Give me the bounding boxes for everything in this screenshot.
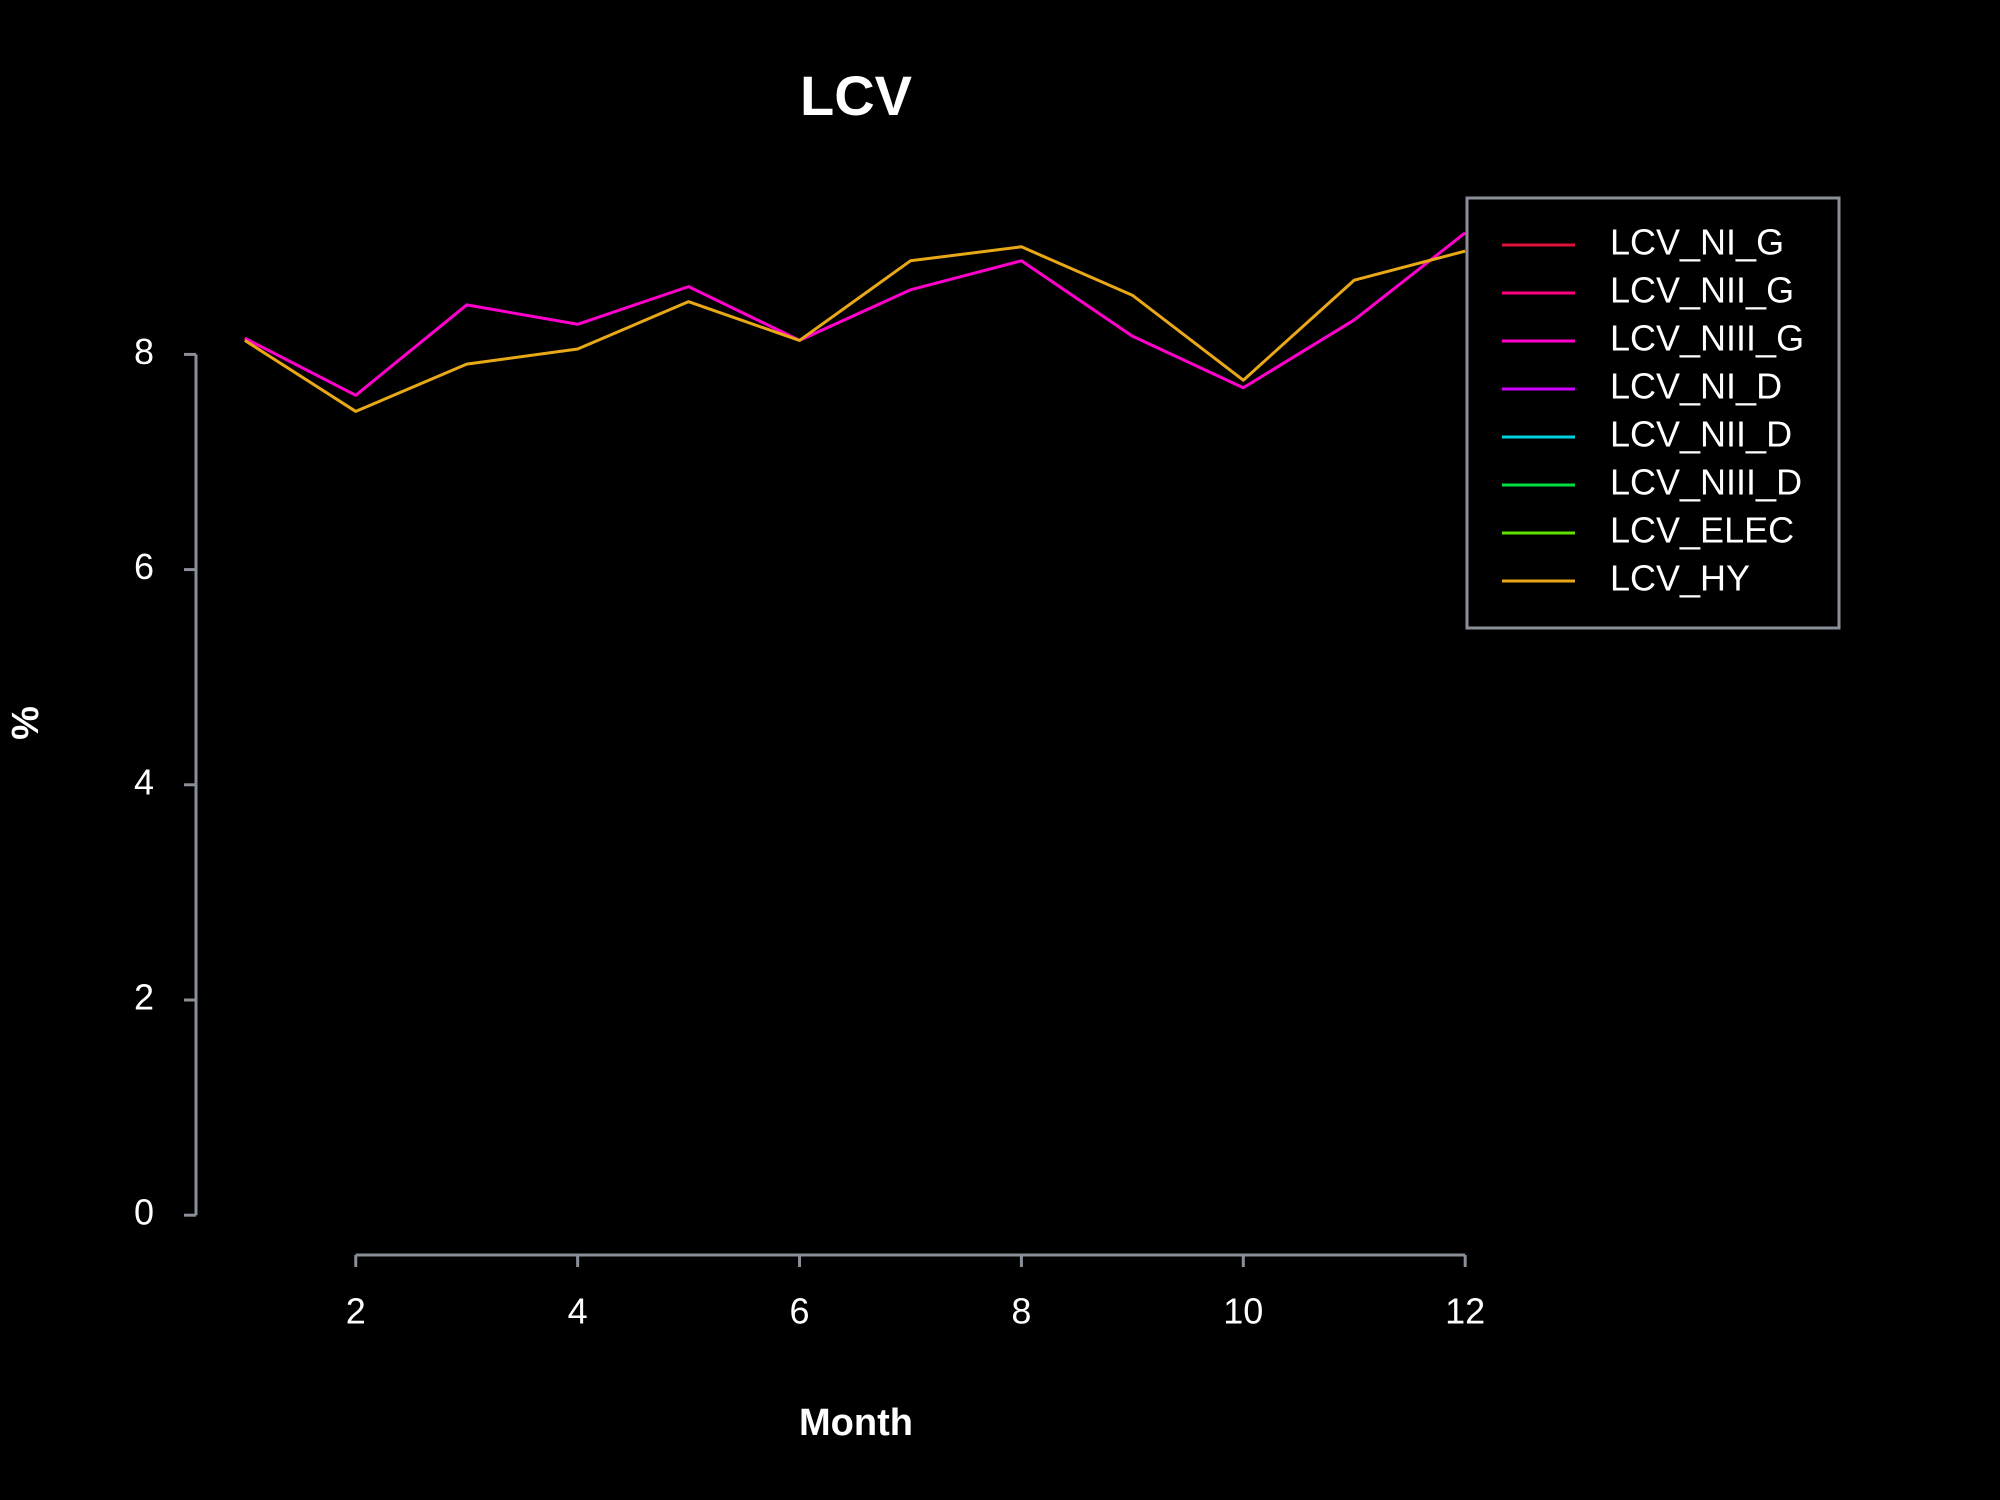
y-tick-label: 0 — [134, 1192, 154, 1233]
y-tick-label: 4 — [134, 761, 154, 802]
legend-label: LCV_NI_G — [1610, 222, 1784, 263]
legend-label: LCV_NIII_G — [1610, 318, 1804, 359]
x-tick-label: 2 — [346, 1291, 366, 1332]
x-axis-label: Month — [799, 1402, 913, 1444]
legend-label: LCV_NII_G — [1610, 270, 1794, 311]
series-line — [244, 245, 1466, 413]
legend-label: LCV_NII_D — [1610, 414, 1792, 455]
chart-title: LCV — [800, 64, 912, 127]
series-line — [244, 231, 1467, 397]
x-tick-label: 8 — [1011, 1291, 1031, 1332]
y-tick-label: 6 — [134, 546, 154, 587]
legend-label: LCV_HY — [1610, 558, 1750, 599]
x-tick-label: 4 — [568, 1291, 588, 1332]
x-tick-label: 10 — [1223, 1291, 1263, 1332]
y-axis-label: % — [5, 706, 47, 740]
y-tick-label: 2 — [134, 977, 154, 1018]
legend-label: LCV_NI_D — [1610, 366, 1782, 407]
legend: LCV_NI_G LCV_NII_G LCV_NIII_G LCV_NI_D LCV_N… — [1465, 196, 1841, 630]
legend-label: LCV_NIII_D — [1610, 462, 1802, 503]
legend-label: LCV_ELEC — [1610, 510, 1794, 551]
x-tick-label: 12 — [1445, 1291, 1485, 1332]
y-tick-label: 8 — [134, 331, 154, 372]
legend-box — [1465, 196, 1841, 630]
x-tick-label: 6 — [790, 1291, 810, 1332]
